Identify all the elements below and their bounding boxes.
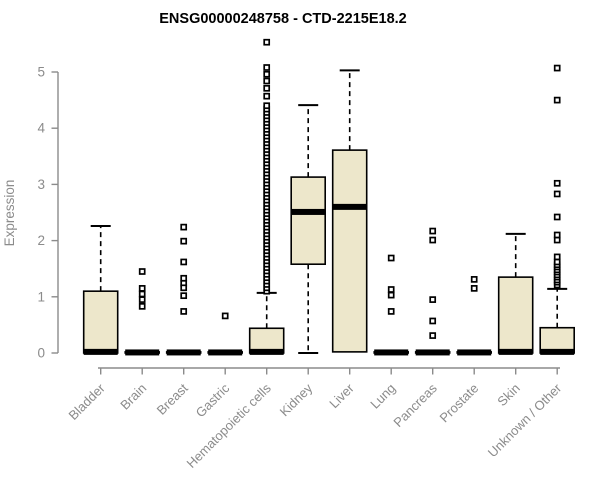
x-tick-label-gastric: Gastric xyxy=(193,380,233,420)
median-pancreas xyxy=(415,349,450,356)
outlier-point-hematopoietic-cells xyxy=(263,77,271,85)
x-tick-label-prostate: Prostate xyxy=(436,381,481,426)
box-kidney xyxy=(290,176,327,266)
y-axis-label: Expression xyxy=(2,180,17,247)
box-bladder xyxy=(82,290,119,354)
y-tick-label: 2 xyxy=(37,233,45,248)
outlier-point-lung xyxy=(387,254,395,262)
outlier-point-brain xyxy=(138,303,146,310)
outlier-point-pancreas xyxy=(429,296,437,303)
median-breast xyxy=(166,349,201,356)
x-tick-label-unknown-other: Unknown / Other xyxy=(485,380,565,460)
outlier-point-unknown-other xyxy=(553,231,561,239)
outlier-point-gastric xyxy=(221,312,229,320)
outlier-point-brain xyxy=(138,268,146,275)
x-tick-label-lung: Lung xyxy=(367,381,398,412)
outlier-point-brain xyxy=(138,290,146,298)
x-tick-label-skin: Skin xyxy=(494,381,522,409)
x-tick-label-brain: Brain xyxy=(117,381,149,413)
y-tick-label: 0 xyxy=(37,346,45,361)
median-kidney xyxy=(291,208,326,215)
outlier-point-lung xyxy=(387,286,395,293)
outlier-point-unknown-other xyxy=(553,253,561,261)
outlier-point-prostate xyxy=(470,285,478,292)
x-tick-label-breast: Breast xyxy=(154,380,191,417)
x-tick-label-pancreas: Pancreas xyxy=(390,380,440,430)
median-liver xyxy=(332,203,367,210)
outlier-point-hematopoietic-cells xyxy=(263,102,271,110)
median-brain xyxy=(125,349,160,356)
outlier-point-breast xyxy=(180,258,188,266)
outlier-point-hematopoietic-cells xyxy=(263,38,271,46)
outlier-point-hematopoietic-cells xyxy=(263,92,271,100)
median-gastric xyxy=(208,349,243,356)
y-tick-label: 5 xyxy=(37,65,45,80)
outlier-point-breast xyxy=(180,292,188,300)
outlier-point-unknown-other xyxy=(553,213,561,221)
outlier-point-brain xyxy=(138,285,146,292)
outlier-point-hematopoietic-cells xyxy=(263,84,271,92)
outlier-point-pancreas xyxy=(429,317,437,325)
outlier-point-hematopoietic-cells xyxy=(263,70,271,78)
median-prostate xyxy=(457,349,492,356)
chart-title: ENSG00000248758 - CTD-2215E18.2 xyxy=(159,11,406,27)
outlier-point-unknown-other xyxy=(553,179,561,187)
outlier-point-unknown-other xyxy=(553,64,561,72)
box-skin xyxy=(497,276,534,354)
y-tick-label: 4 xyxy=(37,121,45,136)
outlier-point-pancreas xyxy=(429,236,437,244)
outlier-point-prostate xyxy=(470,276,478,283)
y-tick-label: 1 xyxy=(37,289,45,304)
outlier-point-pancreas xyxy=(429,332,437,339)
median-skin xyxy=(498,348,533,355)
outlier-point-breast xyxy=(180,237,188,245)
outlier-point-unknown-other xyxy=(553,190,561,198)
outlier-point-pancreas xyxy=(429,227,437,235)
x-tick-label-bladder: Bladder xyxy=(66,380,109,423)
box-liver xyxy=(331,149,368,353)
median-bladder xyxy=(83,348,118,355)
x-tick-label-kidney: Kidney xyxy=(277,380,316,419)
outlier-point-lung xyxy=(387,308,395,315)
y-tick-label: 3 xyxy=(37,177,45,192)
median-hematopoietic-cells xyxy=(249,348,284,355)
x-tick-label-liver: Liver xyxy=(326,380,357,411)
outlier-point-breast xyxy=(180,223,188,231)
outlier-point-unknown-other xyxy=(553,96,561,104)
outlier-point-brain xyxy=(138,296,146,303)
median-unknown-other xyxy=(540,348,575,355)
outlier-point-breast xyxy=(180,308,188,315)
median-lung xyxy=(374,349,409,356)
outlier-point-breast xyxy=(180,284,188,292)
outlier-point-lung xyxy=(387,291,395,299)
outlier-point-hematopoietic-cells xyxy=(263,64,271,71)
